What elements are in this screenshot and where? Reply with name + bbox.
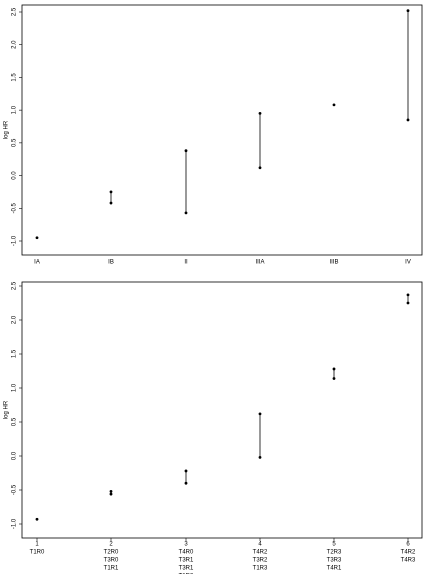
x-tick-label: IIIA: [255, 260, 264, 266]
x-sub-label: T1R3: [253, 566, 268, 572]
y-tick-label: 1.0: [12, 383, 18, 392]
x-sub-label: T4R2: [401, 550, 416, 556]
high-point: [407, 293, 410, 296]
x-tick-label: 5: [332, 542, 336, 548]
x-sub-label: T2R0: [104, 550, 119, 556]
y-tick-label: 1.5: [12, 349, 18, 358]
x-tick-label: IIIB: [329, 260, 338, 266]
plot-frame: [22, 5, 422, 255]
x-tick-label: IV: [405, 260, 411, 266]
x-tick-label: II: [184, 260, 188, 266]
y-tick-label: 2.5: [12, 281, 18, 290]
high-point: [407, 9, 410, 12]
y-tick-label: 0.0: [12, 171, 18, 180]
low-point: [185, 211, 188, 214]
high-point: [259, 112, 262, 115]
x-sub-label: T3R1: [179, 558, 194, 564]
y-tick-label: 2.5: [12, 7, 18, 16]
y-tick-label: 1.0: [12, 105, 18, 114]
x-sub-label: T4R3: [401, 558, 416, 564]
y-tick-label: 2.0: [12, 315, 18, 324]
y-tick-label: 0.5: [12, 417, 18, 426]
y-tick-label: -1.0: [12, 518, 18, 529]
x-tick-label: IB: [108, 260, 114, 266]
high-point: [185, 470, 188, 473]
high-point: [185, 149, 188, 152]
x-sub-label: T3R2: [253, 558, 268, 564]
x-sub-label: T3R3: [327, 558, 342, 564]
low-point: [407, 302, 410, 305]
low-point: [259, 166, 262, 169]
plot-frame: [22, 282, 422, 538]
x-tick-label: 1: [35, 542, 39, 548]
y-tick-label: -0.5: [12, 202, 18, 213]
high-point: [110, 191, 113, 194]
y-tick-label: 1.5: [12, 73, 18, 82]
x-tick-label: 6: [406, 542, 410, 548]
x-sub-label: T3R0: [104, 558, 119, 564]
y-axis-label: log HR: [4, 400, 10, 419]
high-point: [333, 368, 336, 371]
low-point: [333, 104, 336, 107]
x-sub-label: T4R1: [327, 566, 342, 572]
y-axis-label: log HR: [4, 120, 10, 139]
x-tick-label: IA: [34, 260, 40, 266]
x-sub-label: T4R0: [179, 550, 194, 556]
low-point: [110, 202, 113, 205]
x-tick-label: 3: [184, 542, 188, 548]
y-tick-label: -1.0: [12, 235, 18, 246]
low-point: [407, 119, 410, 122]
low-point: [259, 456, 262, 459]
y-tick-label: 0.0: [12, 451, 18, 460]
y-tick-label: 2.0: [12, 40, 18, 49]
x-sub-label: T3R1: [179, 566, 194, 572]
y-tick-label: -0.5: [12, 484, 18, 495]
x-sub-label: T1R1: [104, 566, 119, 572]
low-point: [333, 377, 336, 380]
low-point: [36, 518, 39, 521]
x-sub-label: T4R2: [253, 550, 268, 556]
low-point: [110, 493, 113, 496]
x-tick-label: 2: [109, 542, 113, 548]
high-point: [259, 412, 262, 415]
y-tick-label: 0.5: [12, 138, 18, 147]
low-point: [185, 482, 188, 485]
x-sub-label: T2R3: [327, 550, 342, 556]
low-point: [36, 236, 39, 239]
x-tick-label: 4: [258, 542, 262, 548]
high-point: [110, 490, 113, 493]
x-sub-label: T1R0: [30, 550, 45, 556]
